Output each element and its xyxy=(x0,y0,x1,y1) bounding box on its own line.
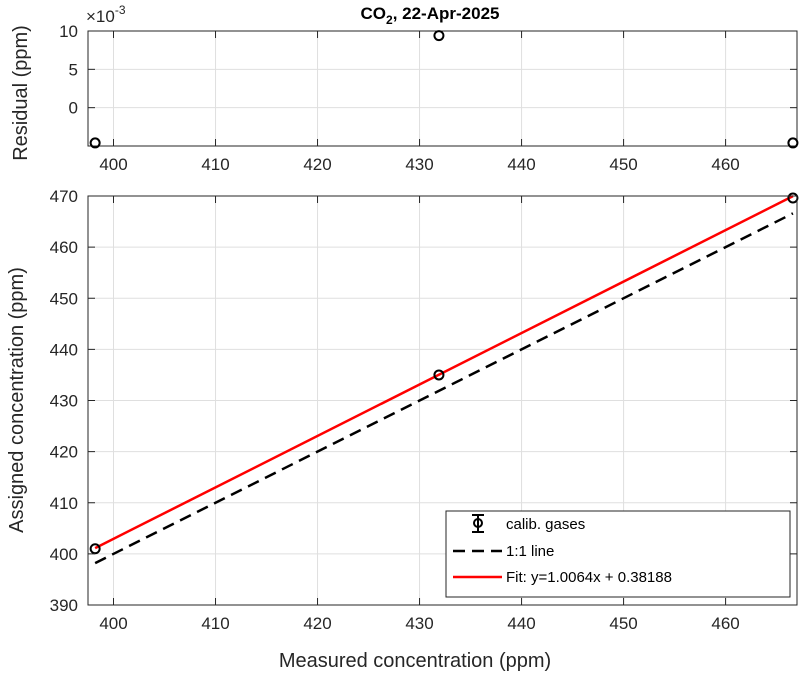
residual-exponent-power: -3 xyxy=(115,3,126,17)
residual-points xyxy=(89,30,799,149)
one-to-one-line xyxy=(94,212,794,565)
residual-ticks: 400 410 420 430 440 450 460 0 5 10 xyxy=(59,22,797,174)
legend-entry-calib: calib. gases xyxy=(472,514,585,533)
legend: calib. gases 1:1 line Fit: y=1.0064x + 0… xyxy=(445,510,791,598)
calibration-x-label: Measured concentration (ppm) xyxy=(279,650,551,672)
legend-entry-one-to-one: 1:1 line xyxy=(453,543,554,560)
calibration-point xyxy=(433,369,445,381)
residual-exponent: ×10-3 xyxy=(86,3,126,26)
chart-title: CO2, 22-Apr-2025 xyxy=(361,4,500,27)
x-tick-label: 460 xyxy=(711,155,739,174)
residual-point xyxy=(787,137,799,149)
residual-grid xyxy=(88,30,797,146)
x-tick-label: 430 xyxy=(405,614,433,633)
x-tick-label: 400 xyxy=(99,614,127,633)
y-tick-label: 460 xyxy=(50,238,78,257)
legend-entry-fit: Fit: y=1.0064x + 0.38188 xyxy=(453,569,672,586)
y-tick-label: 430 xyxy=(50,392,78,411)
x-tick-label: 460 xyxy=(711,614,739,633)
y-tick-label: 10 xyxy=(59,22,78,41)
legend-box xyxy=(445,510,791,598)
y-tick-label: 440 xyxy=(50,340,78,359)
fit-line xyxy=(94,195,794,550)
calibration-ticks: 400 410 420 430 440 450 460 390 400 410 420 430 440 4… xyxy=(50,187,797,633)
calibration-point xyxy=(89,543,101,555)
residual-point xyxy=(89,137,101,149)
y-tick-label: 470 xyxy=(50,187,78,206)
x-tick-label: 430 xyxy=(405,155,433,174)
title-main: CO xyxy=(361,4,387,23)
y-tick-label: 450 xyxy=(50,289,78,308)
residual-exponent-base: ×10 xyxy=(86,7,115,26)
residual-point xyxy=(433,30,445,42)
y-tick-label: 0 xyxy=(69,99,78,118)
calibration-y-label: Assigned concentration (ppm) xyxy=(6,267,28,533)
x-tick-label: 420 xyxy=(303,155,331,174)
legend-label-one-to-one: 1:1 line xyxy=(506,543,554,560)
calibration-panel: 400 410 420 430 440 450 460 390 400 410 420 430 440 4… xyxy=(6,187,799,672)
y-tick-label: 390 xyxy=(50,596,78,615)
y-tick-label: 420 xyxy=(50,443,78,462)
title-subscript: 2 xyxy=(386,13,393,27)
legend-circle-marker xyxy=(473,518,483,528)
x-tick-label: 440 xyxy=(507,155,535,174)
x-tick-label: 450 xyxy=(609,155,637,174)
residual-panel: 400 410 420 430 440 450 460 0 5 10 ×10-3 Residual… xyxy=(10,3,799,174)
residual-axes-box xyxy=(87,30,798,147)
y-tick-label: 400 xyxy=(50,545,78,564)
y-tick-label: 5 xyxy=(69,60,78,79)
residual-y-label: Residual (ppm) xyxy=(10,25,32,161)
legend-label-fit: Fit: y=1.0064x + 0.38188 xyxy=(506,569,672,586)
calibration-lines xyxy=(94,195,794,565)
x-tick-label: 450 xyxy=(609,614,637,633)
x-tick-label: 400 xyxy=(99,155,127,174)
x-tick-label: 420 xyxy=(303,614,331,633)
title-rest: , 22-Apr-2025 xyxy=(393,4,500,23)
y-tick-label: 410 xyxy=(50,494,78,513)
legend-label-calib: calib. gases xyxy=(506,516,585,533)
x-tick-label: 440 xyxy=(507,614,535,633)
x-tick-label: 410 xyxy=(201,614,229,633)
x-tick-label: 410 xyxy=(201,155,229,174)
